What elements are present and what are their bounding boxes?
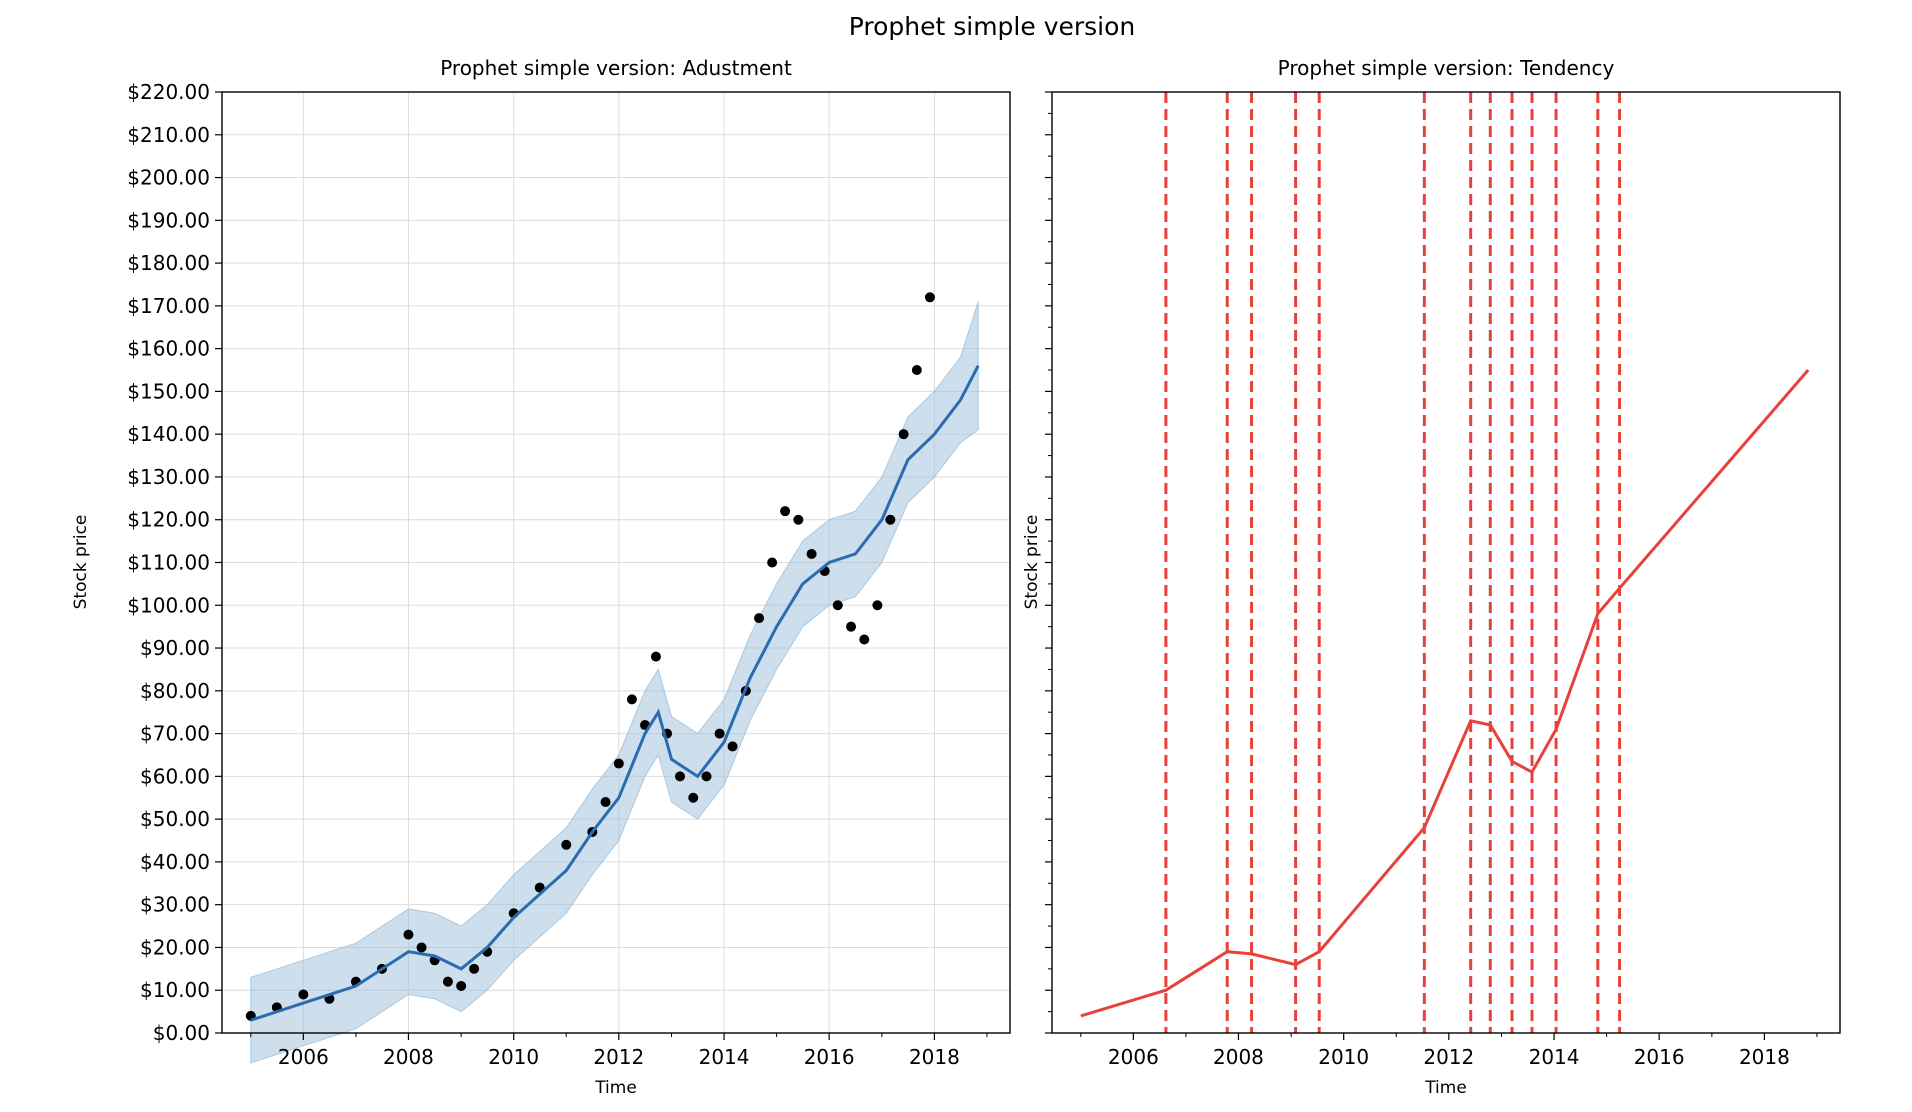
adjustment-chart: Prophet simple version: Adustment $0.00$… [71, 56, 1011, 1098]
observed-point [469, 963, 480, 974]
observed-point [793, 514, 804, 525]
adjustment-y-tick-label: $130.00 [127, 465, 210, 489]
adjustment-y-tick-label: $90.00 [140, 636, 210, 660]
observed-point [688, 792, 699, 803]
observed-point [416, 942, 427, 953]
adjustment-y-tick-label: $190.00 [127, 208, 210, 232]
observed-point [806, 548, 817, 559]
tendency-x-tick-label: 2014 [1529, 1045, 1580, 1069]
adjustment-x-tick-label: 2018 [909, 1045, 960, 1069]
observed-point [872, 600, 883, 611]
adjustment-y-axis: $0.00 $10.00 $20.00 $30.00 $40.00 $50.00 $60.0… [127, 80, 222, 1045]
adjustment-gridlines [222, 91, 1010, 1034]
adjustment-y-tick-label: $70.00 [140, 722, 210, 746]
adjustment-y-tick-label: $220.00 [127, 80, 210, 104]
observed-point [780, 506, 791, 517]
tendency-y-label: Stock price [1022, 515, 1042, 610]
adjustment-x-label: Time [594, 1078, 637, 1098]
trend-series-line [1080, 369, 1810, 1018]
changepoint-lines [1164, 92, 1622, 1033]
tendency-x-tick-label: 2016 [1634, 1045, 1685, 1069]
adjustment-y-tick-label: $200.00 [127, 166, 210, 190]
fitted-line [250, 365, 980, 1022]
adjustment-y-tick-label: $110.00 [127, 551, 210, 575]
observed-point [911, 365, 922, 376]
observed-point [832, 600, 843, 611]
observed-point [600, 797, 611, 808]
adjustment-x-tick-label: 2010 [488, 1045, 539, 1069]
observed-point [767, 557, 778, 568]
observed-point [714, 728, 725, 739]
observed-point [727, 741, 738, 752]
observed-point [650, 651, 661, 662]
adjustment-x-tick-label: 2006 [278, 1045, 329, 1069]
adjustment-y-tick-label: $120.00 [127, 508, 210, 532]
adjustment-y-tick-label: $100.00 [127, 593, 210, 617]
adjustment-y-tick-label: $160.00 [127, 337, 210, 361]
observed-point [613, 758, 624, 769]
observed-point [626, 694, 637, 705]
observed-point [846, 621, 857, 632]
observed-point [403, 929, 414, 940]
adjustment-y-tick-label: $60.00 [140, 764, 210, 788]
adjustment-y-tick-label: $40.00 [140, 850, 210, 874]
observed-point [442, 976, 453, 987]
uncertainty-band [250, 301, 979, 1064]
adjustment-y-label: Stock price [71, 515, 91, 610]
adjustment-y-tick-label: $150.00 [127, 379, 210, 403]
observed-point [701, 771, 712, 782]
observed-points [245, 292, 935, 1021]
tendency-plot-frame [1051, 91, 1841, 1034]
tendency-x-tick-label: 2006 [1108, 1045, 1159, 1069]
observed-point [456, 980, 467, 991]
adjustment-y-tick-label: $180.00 [127, 251, 210, 275]
figure-title: Prophet simple version [849, 12, 1136, 41]
trend-line [1080, 369, 1810, 1018]
observed-point [754, 613, 765, 624]
adjustment-y-tick-label: $20.00 [140, 935, 210, 959]
tendency-chart-title: Prophet simple version: Tendency [1278, 56, 1615, 80]
adjustment-x-tick-label: 2012 [593, 1045, 644, 1069]
tendency-x-tick-label: 2018 [1739, 1045, 1790, 1069]
observed-point [898, 429, 909, 440]
tendency-x-axis: 2006 2008 2010 2012 2014 2016 2018 [1080, 1033, 1818, 1069]
adjustment-y-tick-label: $80.00 [140, 679, 210, 703]
tendency-chart: Prophet simple version: Tendency 2006 200… [1022, 56, 1841, 1098]
adjustment-y-tick-label: $170.00 [127, 294, 210, 318]
observed-point [674, 771, 685, 782]
tendency-x-label: Time [1424, 1078, 1467, 1098]
adjustment-y-tick-label: $10.00 [140, 978, 210, 1002]
fitted-series-line [250, 365, 980, 1022]
adjustment-y-tick-label: $140.00 [127, 422, 210, 446]
adjustment-chart-title: Prophet simple version: Adustment [440, 56, 792, 80]
adjustment-y-tick-label: $50.00 [140, 807, 210, 831]
tendency-x-tick-label: 2010 [1318, 1045, 1369, 1069]
tendency-x-tick-label: 2008 [1213, 1045, 1264, 1069]
uncertainty-band-area [250, 301, 979, 1064]
observed-point [298, 989, 309, 1000]
observed-point [561, 839, 572, 850]
tendency-y-axis [1045, 91, 1052, 1034]
adjustment-x-tick-label: 2016 [804, 1045, 855, 1069]
adjustment-y-tick-label: $0.00 [153, 1021, 210, 1045]
observed-point [885, 514, 896, 525]
adjustment-x-tick-label: 2008 [383, 1045, 434, 1069]
adjustment-x-tick-label: 2014 [699, 1045, 750, 1069]
observed-point [924, 292, 935, 303]
tendency-x-tick-label: 2012 [1423, 1045, 1474, 1069]
adjustment-x-axis: 2006 2008 2010 2012 2014 2016 2018 [250, 1033, 988, 1069]
adjustment-y-tick-label: $210.00 [127, 123, 210, 147]
observed-point [859, 634, 870, 645]
adjustment-y-tick-label: $30.00 [140, 893, 210, 917]
